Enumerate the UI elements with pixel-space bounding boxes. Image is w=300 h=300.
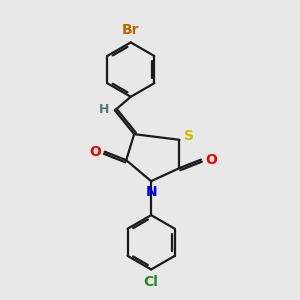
Text: O: O	[89, 145, 101, 159]
Text: N: N	[145, 184, 157, 199]
Text: Br: Br	[122, 23, 140, 37]
Text: H: H	[99, 103, 109, 116]
Text: S: S	[184, 129, 194, 143]
Text: O: O	[205, 153, 217, 166]
Text: Cl: Cl	[144, 275, 159, 289]
